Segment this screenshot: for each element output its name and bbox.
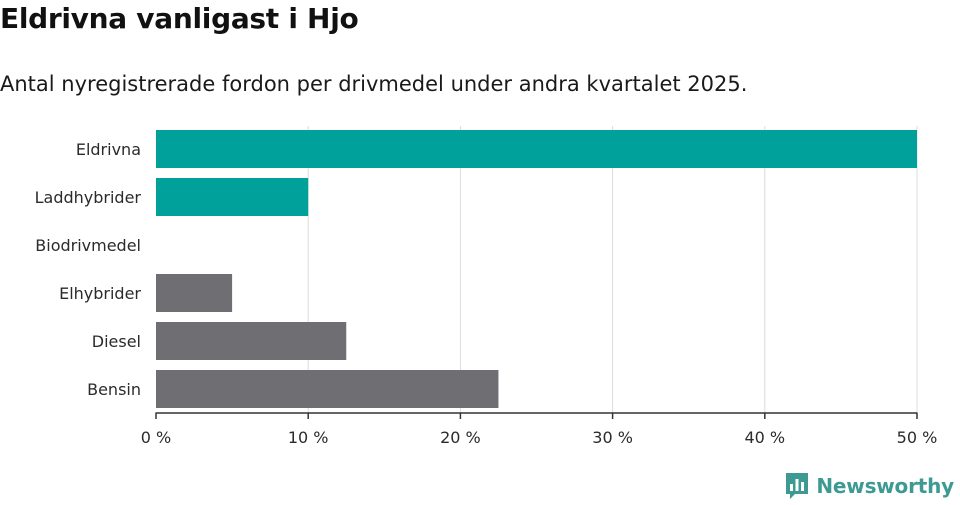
x-tick-label: 50 % — [897, 428, 938, 447]
brand-name: Newsworthy — [816, 474, 954, 498]
brand-logo: Newsworthy — [784, 471, 954, 501]
x-tick-label: 20 % — [440, 428, 481, 447]
category-label: Biodrivmedel — [35, 236, 141, 255]
category-label: Bensin — [87, 380, 141, 399]
category-label: Eldrivna — [76, 140, 141, 159]
x-tick-label: 0 % — [141, 428, 171, 447]
bar — [156, 178, 309, 216]
x-tick-label: 40 % — [744, 428, 785, 447]
category-label: Elhybrider — [59, 284, 141, 303]
chart-subtitle: Antal nyregistrerade fordon per drivmede… — [0, 72, 748, 96]
category-label: Laddhybrider — [35, 188, 142, 207]
x-tick-label: 10 % — [288, 428, 329, 447]
bar — [156, 274, 233, 312]
newsworthy-logo-icon — [786, 473, 809, 499]
chart-title: Eldrivna vanligast i Hjo — [0, 2, 359, 35]
category-label: Diesel — [92, 332, 141, 351]
bar — [156, 370, 499, 408]
x-tick-label: 30 % — [592, 428, 633, 447]
bar — [156, 130, 917, 168]
bar — [156, 322, 347, 360]
